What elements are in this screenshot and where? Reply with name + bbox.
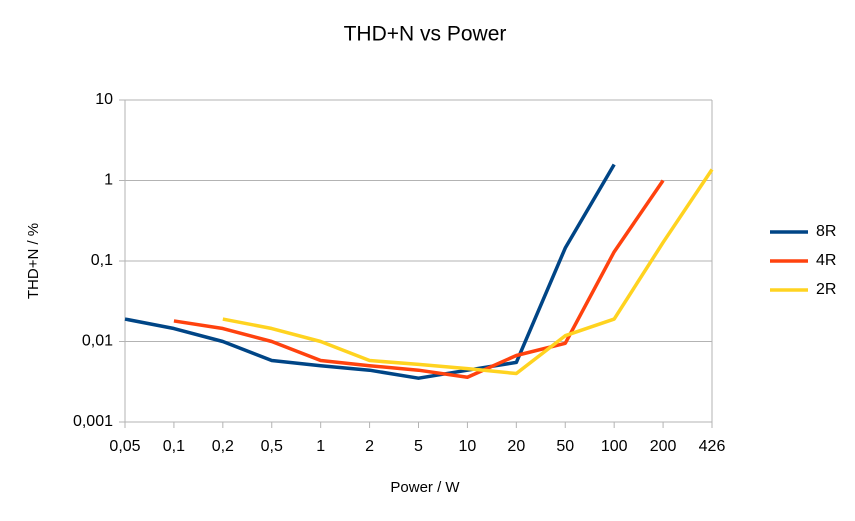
x-tick-label: 5 <box>414 438 423 455</box>
x-tick-label: 100 <box>601 438 628 455</box>
x-tick-label: 0,1 <box>163 438 185 455</box>
chart-title: THD+N vs Power <box>344 23 507 46</box>
x-axis-label: Power / W <box>390 479 460 496</box>
y-tick-label: 0,001 <box>73 413 113 430</box>
y-axis-label: THD+N / % <box>25 223 42 299</box>
y-tick-label: 10 <box>95 91 113 108</box>
series-line <box>173 179 665 379</box>
legend-label: 8R <box>816 223 836 240</box>
y-tick-label: 1 <box>104 172 113 189</box>
y-tick-label: 0,01 <box>82 333 113 350</box>
legend-label: 4R <box>816 252 836 269</box>
x-tick-label: 426 <box>699 438 726 455</box>
series-line <box>124 163 616 380</box>
x-tick-label: 2 <box>365 438 374 455</box>
x-tick-label: 200 <box>650 438 677 455</box>
y-tick-label: 0,1 <box>91 252 113 269</box>
legend-label: 2R <box>816 281 836 298</box>
series-line <box>222 168 714 376</box>
x-tick-label: 50 <box>556 438 574 455</box>
x-tick-label: 0,5 <box>261 438 283 455</box>
x-tick-label: 1 <box>316 438 325 455</box>
x-tick-label: 10 <box>459 438 477 455</box>
x-tick-label: 0,05 <box>109 438 140 455</box>
x-tick-label: 20 <box>507 438 525 455</box>
x-tick-label: 0,2 <box>212 438 234 455</box>
